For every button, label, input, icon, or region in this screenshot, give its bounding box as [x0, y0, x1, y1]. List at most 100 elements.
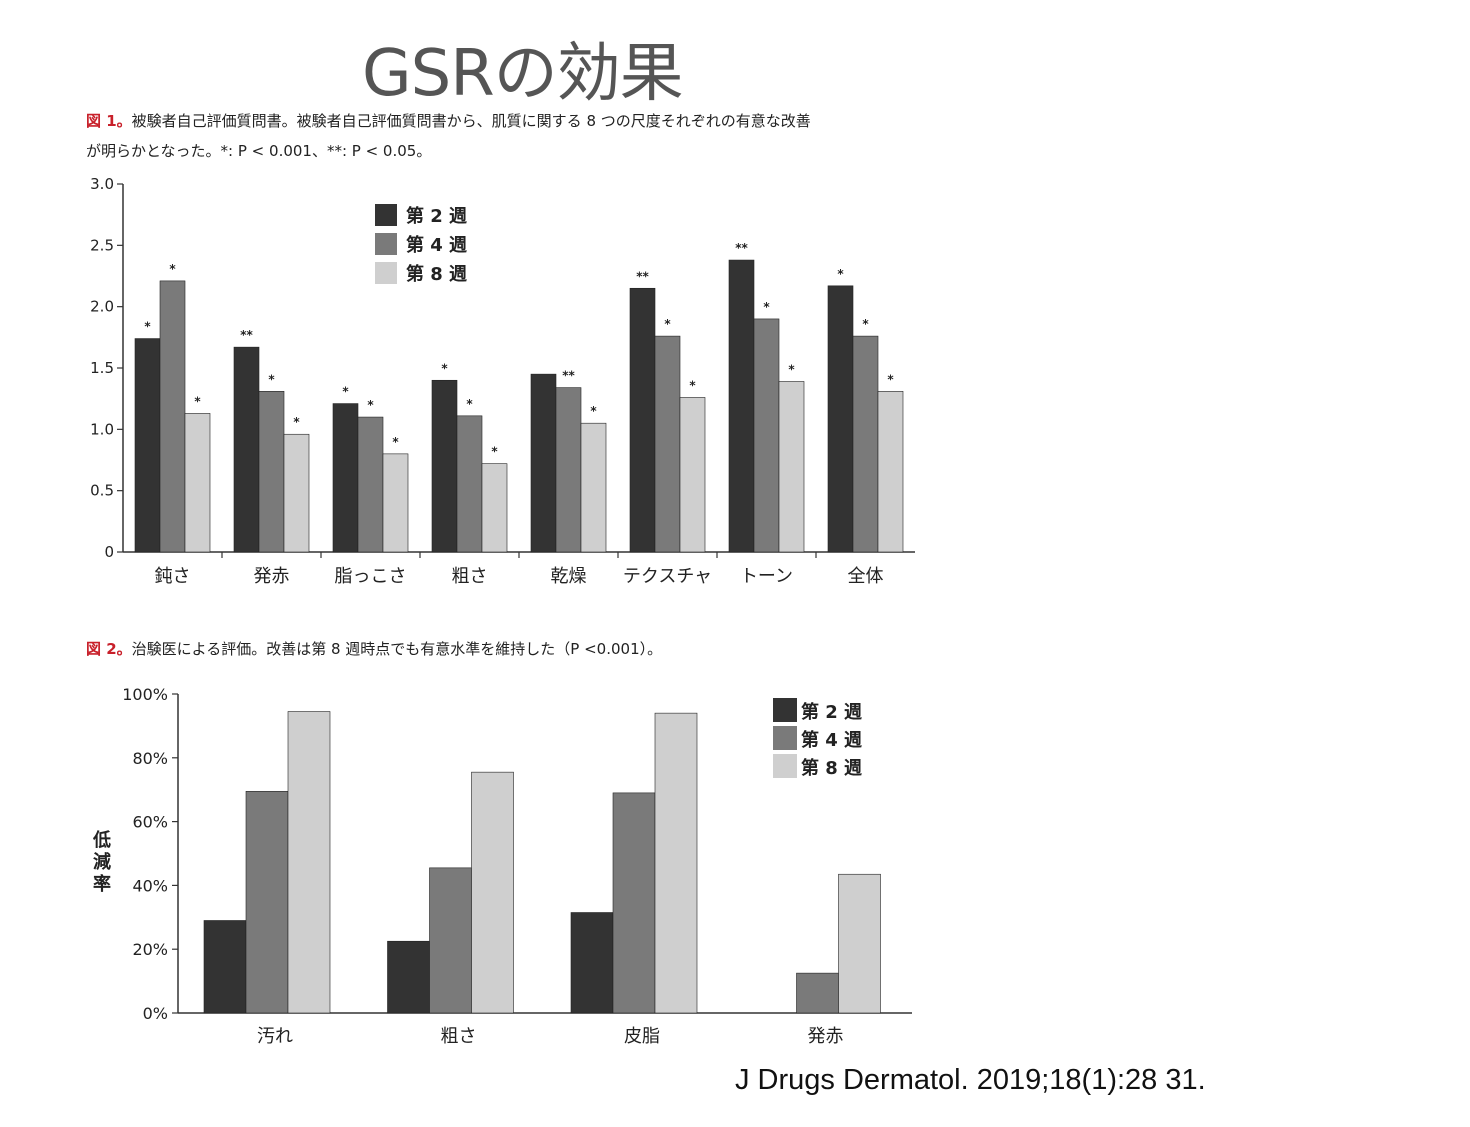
- x-category-label: 発赤: [808, 1026, 844, 1047]
- x-category-label: 皮脂: [624, 1026, 660, 1047]
- y-tick-label: 2.0: [90, 298, 114, 316]
- bar-week4: [245, 790, 289, 1014]
- x-category-label: 粗さ: [452, 566, 488, 587]
- bar-week8: [481, 463, 508, 553]
- bar-week2: [203, 920, 247, 1014]
- legend-swatch: [375, 262, 397, 284]
- legend-label: 第 4 週: [406, 234, 467, 256]
- slide-title: GSRの効果: [362, 37, 684, 111]
- legend-label: 第 2 週: [406, 205, 467, 227]
- significance-marker: *: [590, 404, 597, 418]
- x-category-label: トーン: [740, 566, 793, 587]
- significance-marker: *: [169, 262, 176, 276]
- figure-1-caption-line1: 被験者自己評価質問書。被験者自己評価質問書から、肌質に関する 8 つの尺度それぞ…: [131, 112, 811, 130]
- bar-week2: [233, 346, 260, 553]
- legend-label: 第 8 週: [801, 757, 862, 779]
- y-axis-label-char: 率: [93, 873, 111, 895]
- significance-marker: *: [466, 397, 473, 411]
- y-tick-label: 3.0: [90, 175, 114, 193]
- bar-week8: [471, 771, 514, 1014]
- x-category-label: 乾燥: [551, 566, 587, 587]
- bar-week2: [570, 912, 614, 1014]
- x-category-label: 鈍さ: [155, 566, 191, 587]
- bar-week8: [654, 712, 698, 1014]
- x-category-label: テクスチャ: [623, 566, 712, 587]
- bar-week2: [530, 373, 557, 553]
- bar-week2: [629, 287, 656, 553]
- figure-1-label: 図 1。: [86, 112, 132, 130]
- bar-week8: [283, 433, 310, 553]
- significance-marker: *: [293, 415, 300, 429]
- bar-week4: [429, 867, 472, 1014]
- y-tick-label: 100%: [122, 685, 168, 704]
- figure-1-caption-line2: が明らかとなった。*: P < 0.001、**: P < 0.05。: [86, 142, 432, 160]
- figure-2-label: 図 2。: [86, 640, 132, 658]
- significance-marker: *: [689, 378, 696, 392]
- y-axis-label-char: 減: [93, 851, 111, 873]
- legend-swatch: [773, 726, 797, 750]
- significance-marker: *: [763, 300, 770, 314]
- y-tick-label: 0.5: [90, 482, 114, 500]
- citation: J Drugs Dermatol. 2019;18(1):28 31.: [735, 1064, 1206, 1096]
- significance-marker: *: [491, 445, 498, 459]
- significance-marker: **: [240, 328, 253, 342]
- significance-marker: *: [342, 385, 349, 399]
- bar-week8: [877, 391, 904, 553]
- legend-label: 第 2 週: [801, 701, 862, 723]
- y-tick-label: 1.5: [90, 359, 114, 377]
- bar-week2: [387, 940, 430, 1014]
- bar-week4: [654, 335, 681, 553]
- significance-marker: *: [367, 398, 374, 412]
- y-tick-label: 20%: [132, 940, 168, 959]
- bar-week2: [728, 259, 755, 553]
- bar-week4: [555, 387, 582, 553]
- x-category-label: 発赤: [254, 566, 290, 587]
- y-tick-label: 1.0: [90, 420, 114, 438]
- significance-marker: *: [862, 317, 869, 331]
- bar-week2: [134, 338, 161, 553]
- bar-week4: [159, 280, 186, 553]
- y-tick-label: 0: [104, 543, 114, 561]
- y-tick-label: 40%: [132, 876, 168, 895]
- bar-week8: [287, 711, 331, 1014]
- figure-1-caption: 図 1。被験者自己評価質問書。被験者自己評価質問書から、肌質に関する 8 つの尺…: [86, 106, 811, 166]
- figure-2-caption: 図 2。治験医による評価。改善は第 8 週時点でも有意水準を維持した（P <0.…: [86, 634, 662, 664]
- significance-marker: *: [837, 267, 844, 281]
- y-tick-label: 60%: [132, 813, 168, 832]
- y-tick-label: 2.5: [90, 236, 114, 254]
- significance-marker: **: [636, 269, 649, 283]
- x-category-label: 粗さ: [441, 1026, 477, 1047]
- bar-week4: [456, 415, 483, 553]
- legend-swatch: [375, 204, 397, 226]
- significance-marker: *: [887, 372, 894, 386]
- legend-swatch: [375, 233, 397, 255]
- bar-week4: [852, 335, 879, 553]
- figure-1-chart: 00.51.01.52.02.53.0鈍さ***発赤****脂っこさ***粗さ*…: [90, 175, 915, 587]
- legend-swatch: [773, 754, 797, 778]
- bar-week8: [778, 381, 805, 553]
- figure-2-caption-text: 治験医による評価。改善は第 8 週時点でも有意水準を維持した（P <0.001）…: [131, 640, 663, 658]
- significance-marker: *: [392, 435, 399, 449]
- bar-week2: [332, 403, 359, 553]
- significance-marker: *: [144, 320, 151, 334]
- significance-marker: **: [562, 369, 575, 383]
- bar-week2: [827, 285, 854, 553]
- significance-marker: *: [194, 394, 201, 408]
- legend-swatch: [773, 698, 797, 722]
- bar-week8: [679, 397, 706, 553]
- bar-week4: [612, 792, 656, 1014]
- bar-week4: [796, 972, 839, 1014]
- significance-marker: *: [268, 372, 275, 386]
- bar-week8: [580, 422, 607, 553]
- y-tick-label: 0%: [143, 1004, 168, 1023]
- x-category-label: 全体: [848, 566, 884, 587]
- legend-label: 第 8 週: [406, 263, 467, 285]
- bar-week2: [431, 379, 458, 553]
- x-category-label: 脂っこさ: [335, 566, 407, 587]
- y-axis-label-char: 低: [92, 829, 111, 851]
- bar-week4: [753, 318, 780, 553]
- significance-marker: *: [664, 317, 671, 331]
- bar-week8: [382, 453, 409, 553]
- significance-marker: *: [441, 361, 448, 375]
- bar-week4: [258, 391, 285, 553]
